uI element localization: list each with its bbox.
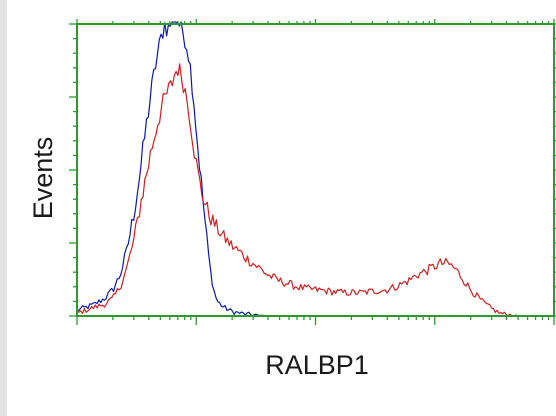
series-line-2: [76, 63, 554, 317]
y-axis-label: Events: [28, 137, 58, 220]
histogram-chart: RALBP1 Events: [28, 19, 556, 380]
x-axis-label: RALBP1: [265, 350, 369, 380]
plot-frame: [76, 23, 555, 317]
series-layer: [76, 21, 554, 317]
axis-ticks: [69, 19, 556, 325]
histogram-figure: RALBP1 Events: [7, 0, 556, 416]
series-line-1: [76, 21, 289, 317]
